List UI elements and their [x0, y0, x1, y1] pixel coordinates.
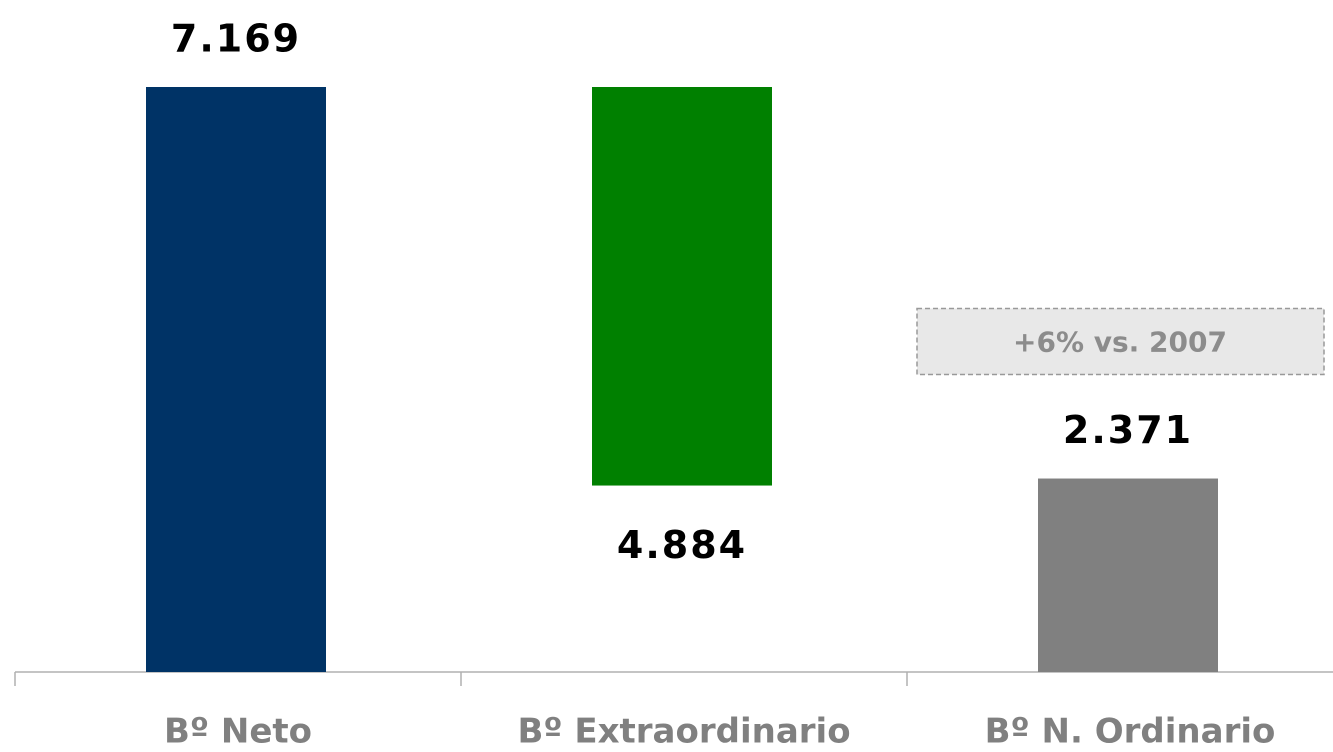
value-label: 7.169 — [171, 17, 301, 61]
category-label: Bº Neto — [164, 712, 312, 752]
value-label: 4.884 — [617, 523, 747, 567]
value-label: 2.371 — [1063, 408, 1193, 452]
annotation-box — [916, 307, 1325, 376]
bar — [1038, 478, 1218, 672]
category-label: Bº N. Ordinario — [985, 712, 1276, 752]
annotation: +6% vs. 2007 — [1013, 326, 1227, 359]
category-label: Bº Extraordinario — [517, 712, 850, 752]
bar — [146, 87, 326, 672]
bar — [592, 87, 772, 486]
